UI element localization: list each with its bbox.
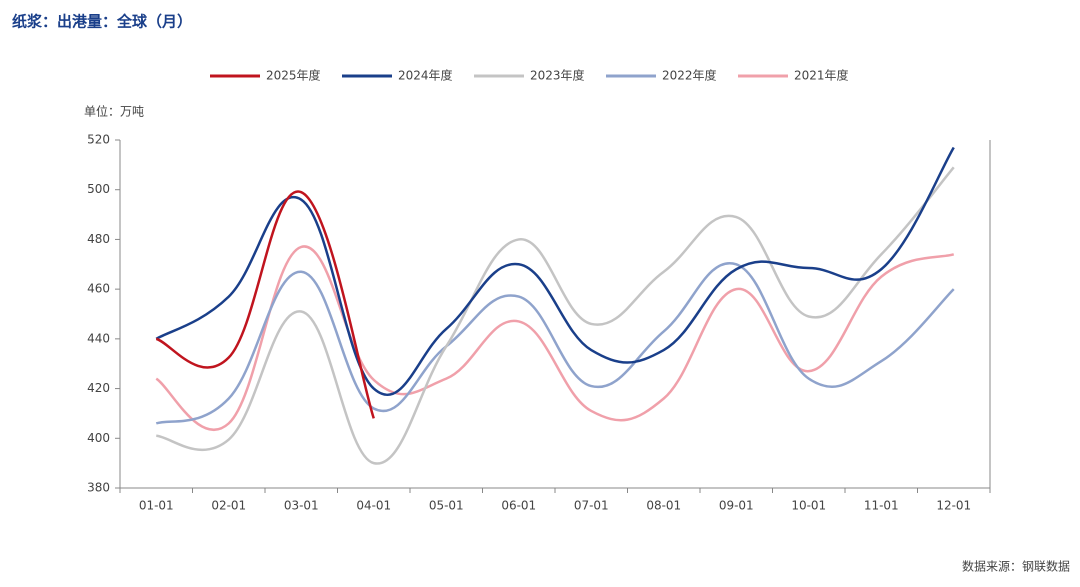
x-tick-label: 09-01 [719,499,754,513]
y-tick-label: 380 [87,481,110,495]
line-series [155,190,375,419]
legend-label: 2024年度 [398,68,453,83]
y-tick-label: 460 [87,282,110,296]
x-tick-label: 10-01 [791,499,826,513]
line-series [156,166,955,465]
y-tick-label: 440 [87,331,110,345]
x-tick-label: 03-01 [284,499,319,513]
x-tick-label: 08-01 [646,499,681,513]
line-series [155,261,955,425]
x-tick-label: 02-01 [211,499,246,513]
y-tick-label: 400 [87,431,110,445]
y-tick-label: 520 [87,133,110,147]
x-tick-label: 11-01 [864,499,899,513]
x-tick-label: 04-01 [356,499,391,513]
x-tick-label: 06-01 [501,499,536,513]
legend-label: 2021年度 [794,68,849,83]
legend-label: 2023年度 [530,68,585,83]
x-tick-label: 01-01 [139,499,174,513]
y-tick-label: 480 [87,232,110,246]
x-tick-label: 05-01 [429,499,464,513]
y-tick-label: 500 [87,182,110,196]
legend-label: 2022年度 [662,68,717,83]
unit-label: 单位：万吨 [84,104,144,119]
line-series [155,245,955,432]
source: 数据来源：钢联数据 [962,559,1070,574]
line-series [155,146,955,397]
x-tick-label: 12-01 [936,499,971,513]
y-tick-label: 420 [87,381,110,395]
legend-label: 2025年度 [266,68,321,83]
x-tick-label: 07-01 [574,499,609,513]
chart-title: 纸浆：出港量：全球（月） [12,13,192,31]
